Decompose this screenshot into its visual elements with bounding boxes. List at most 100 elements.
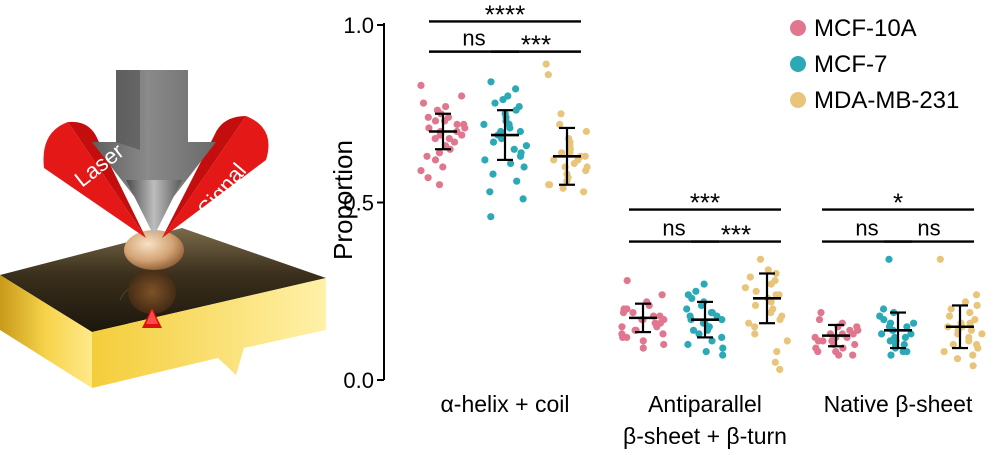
data-point — [542, 60, 550, 68]
data-point — [773, 348, 781, 356]
significance-label: *** — [521, 30, 551, 60]
data-point — [660, 340, 668, 349]
data-point — [424, 113, 432, 121]
data-point — [903, 348, 911, 356]
data-point — [849, 330, 857, 338]
data-point — [559, 184, 567, 192]
data-point — [953, 355, 962, 363]
data-point — [947, 305, 955, 313]
data-point — [558, 149, 566, 157]
legend-marker — [790, 92, 806, 108]
data-point — [653, 323, 661, 331]
data-point — [901, 333, 910, 341]
data-point — [639, 344, 647, 352]
data-point — [431, 117, 440, 125]
significance-label: **** — [485, 0, 525, 29]
data-point — [689, 326, 698, 334]
data-point — [756, 255, 765, 263]
data-point — [487, 78, 495, 86]
data-point — [619, 333, 627, 341]
cell-reflection — [128, 270, 176, 328]
data-point — [499, 96, 507, 104]
data-point — [498, 135, 506, 143]
data-point — [965, 337, 973, 345]
data-point — [764, 266, 772, 274]
data-point — [659, 330, 667, 338]
data-point — [879, 305, 888, 313]
data-point — [435, 149, 444, 157]
data-point — [767, 280, 775, 288]
significance-label: ns — [462, 26, 485, 51]
data-point — [741, 284, 750, 292]
data-point — [752, 287, 760, 295]
data-point — [900, 340, 908, 349]
data-point — [692, 287, 700, 295]
data-point — [423, 152, 431, 160]
laser-beam — [43, 121, 146, 238]
data-point — [424, 174, 432, 182]
data-point — [719, 351, 727, 359]
data-point — [442, 103, 450, 111]
data-point — [511, 85, 520, 93]
data-point — [481, 156, 489, 164]
data-point — [767, 309, 775, 317]
data-point — [619, 309, 628, 317]
data-point — [618, 323, 626, 331]
data-point — [767, 298, 775, 306]
data-point — [458, 92, 466, 100]
legend-marker — [790, 56, 806, 72]
data-point — [623, 277, 631, 285]
data-point — [516, 152, 525, 160]
data-point — [945, 312, 954, 320]
data-point — [751, 301, 760, 309]
data-point — [718, 333, 726, 341]
data-point — [967, 326, 976, 334]
x-category-label: Antiparallel — [648, 391, 762, 417]
data-point — [520, 163, 528, 171]
x-category-label: α-helix + coil — [441, 391, 570, 417]
data-point — [783, 337, 791, 345]
data-point — [684, 340, 692, 349]
data-point — [751, 323, 759, 331]
data-point — [431, 156, 440, 164]
data-point — [489, 170, 497, 178]
data-point — [969, 351, 977, 359]
afm-ir-illustration: Laser Signal — [0, 70, 326, 388]
data-point — [491, 99, 499, 107]
legend-label: MCF-10A — [814, 15, 917, 42]
data-point — [817, 309, 825, 317]
data-point — [851, 340, 859, 349]
data-point — [702, 348, 710, 356]
data-point — [570, 159, 578, 168]
data-point — [940, 348, 948, 356]
data-point — [776, 365, 784, 373]
data-point — [556, 120, 564, 128]
data-point — [629, 309, 637, 317]
data-point — [775, 291, 783, 299]
data-point — [566, 149, 574, 157]
data-point — [966, 319, 974, 327]
data-point — [545, 181, 553, 189]
data-point — [949, 340, 957, 349]
data-point — [510, 145, 518, 153]
data-point — [512, 106, 520, 114]
data-point — [887, 351, 895, 359]
signal-beam — [162, 116, 269, 238]
data-point — [849, 351, 857, 359]
data-point — [772, 269, 780, 278]
data-point — [507, 159, 515, 168]
data-point — [582, 167, 590, 175]
data-point — [425, 124, 433, 132]
data-point — [683, 305, 691, 313]
data-point — [417, 81, 425, 89]
data-point — [700, 280, 708, 288]
error-bars — [429, 109, 974, 350]
y-tick-label: 1.0 — [343, 13, 374, 38]
data-point — [719, 344, 727, 352]
data-point — [885, 255, 893, 263]
data-point — [487, 213, 495, 221]
x-category-label: β-sheet + β-turn — [623, 423, 787, 449]
x-category-label: Native β-sheet — [824, 391, 973, 417]
data-point — [819, 337, 827, 345]
